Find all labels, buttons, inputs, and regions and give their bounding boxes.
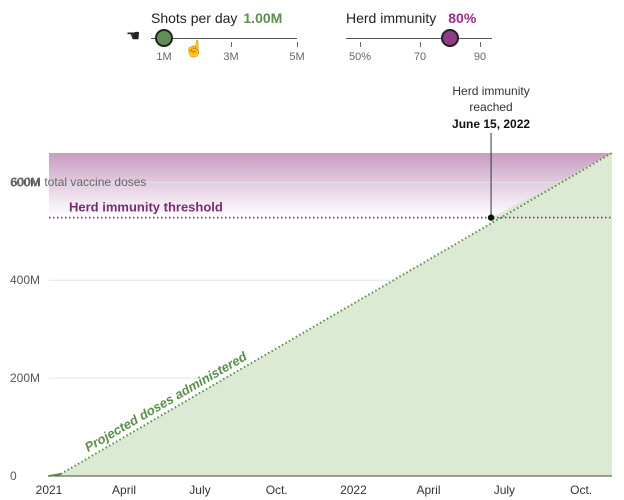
y-tick-label: 600M xyxy=(10,175,40,189)
doses-area-tail xyxy=(491,217,612,476)
shots-per-day-value: 1.00M xyxy=(243,10,283,26)
y-tick-label: 400M xyxy=(10,273,40,287)
herd-tick-50 xyxy=(360,42,361,47)
herd-immunity-point xyxy=(487,214,495,221)
herd-immunity-slider-track[interactable] xyxy=(346,38,492,39)
herd-tick-label-50: 50% xyxy=(348,51,372,63)
shots-per-day-control-title: Shots per day 1.00M xyxy=(151,10,282,26)
x-tick-label: 2022 xyxy=(340,483,367,497)
y-tick-label: 200M xyxy=(10,371,40,385)
x-tick-label: July xyxy=(494,483,515,497)
shots-per-day-slider-track[interactable] xyxy=(151,38,297,39)
x-tick-label: 2021 xyxy=(36,483,63,497)
shots-tick-label-3m: 3M xyxy=(223,51,239,63)
shots-tick-3m xyxy=(231,42,232,47)
shots-tick-label-1m: 1M xyxy=(156,51,172,63)
x-tick-label: Oct. xyxy=(266,483,288,497)
herd-immunity-slider-thumb[interactable] xyxy=(441,29,459,47)
hand-pointer-icon: ☝ xyxy=(184,41,204,58)
herd-tick-70 xyxy=(420,42,421,47)
doses-line-actual xyxy=(48,473,61,477)
herd-tick-90 xyxy=(480,42,481,47)
x-tick-label: April xyxy=(416,483,440,497)
herd-immunity-control-title: Herd immunity 80% xyxy=(346,10,476,26)
shots-tick-5m xyxy=(297,42,298,47)
herd-immunity-label: Herd immunity xyxy=(346,10,437,26)
shots-per-day-slider-thumb[interactable] xyxy=(155,29,173,47)
threshold-label: Herd immunity threshold xyxy=(69,200,223,215)
annotation-line-1: Herd immunity xyxy=(452,84,529,98)
annotation-date: June 15, 2022 xyxy=(452,117,530,131)
total-doses-label: 600M total vaccine doses xyxy=(11,175,146,189)
x-tick-label: Oct. xyxy=(570,483,592,497)
hand-pointer-icon: ☚ xyxy=(126,28,141,45)
shots-tick-label-5m: 5M xyxy=(289,51,305,63)
annotation-line-2: reached xyxy=(469,100,512,114)
herd-tick-label-90: 90 xyxy=(473,51,487,63)
shots-per-day-label: Shots per day xyxy=(151,10,238,26)
herd-immunity-band xyxy=(49,153,612,218)
herd-immunity-value: 80% xyxy=(448,10,477,26)
herd-tick-label-70: 70 xyxy=(413,51,427,63)
doses-area xyxy=(49,153,612,476)
y-tick-label: 0 xyxy=(10,469,17,483)
controls-panel: ☚ Shots per day 1.00M 1M 3M 5M ☝ Herd imm… xyxy=(0,0,624,80)
x-tick-label: April xyxy=(112,483,136,497)
x-tick-label: July xyxy=(189,483,210,497)
